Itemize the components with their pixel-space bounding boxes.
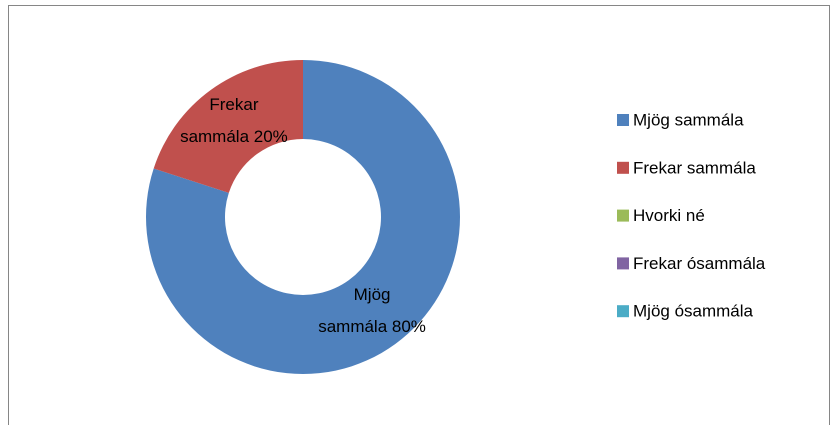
legend-swatch xyxy=(617,114,629,126)
legend-label: Hvorki né xyxy=(633,206,705,225)
data-label: Frekar sammála 20% xyxy=(180,95,288,146)
data-label-line: Mjög xyxy=(354,286,391,305)
legend-label: Frekar sammála xyxy=(633,158,756,177)
donut-slice xyxy=(145,60,461,374)
legend-label: Mjög sammála xyxy=(633,110,744,129)
legend-label: Mjög ósammála xyxy=(633,302,754,321)
legend-swatch xyxy=(617,161,629,174)
legend-label: Frekar ósammála xyxy=(633,254,766,273)
legend-swatch xyxy=(617,305,629,318)
legend-swatch xyxy=(617,209,629,222)
legend-swatch xyxy=(617,257,629,270)
data-label-line: Frekar xyxy=(209,95,258,114)
data-label-line: sammála 20% xyxy=(180,127,288,146)
donut-slice xyxy=(153,60,303,193)
data-label-line: sammála 80% xyxy=(318,318,426,337)
data-label: Mjög sammála 80% xyxy=(318,286,426,337)
